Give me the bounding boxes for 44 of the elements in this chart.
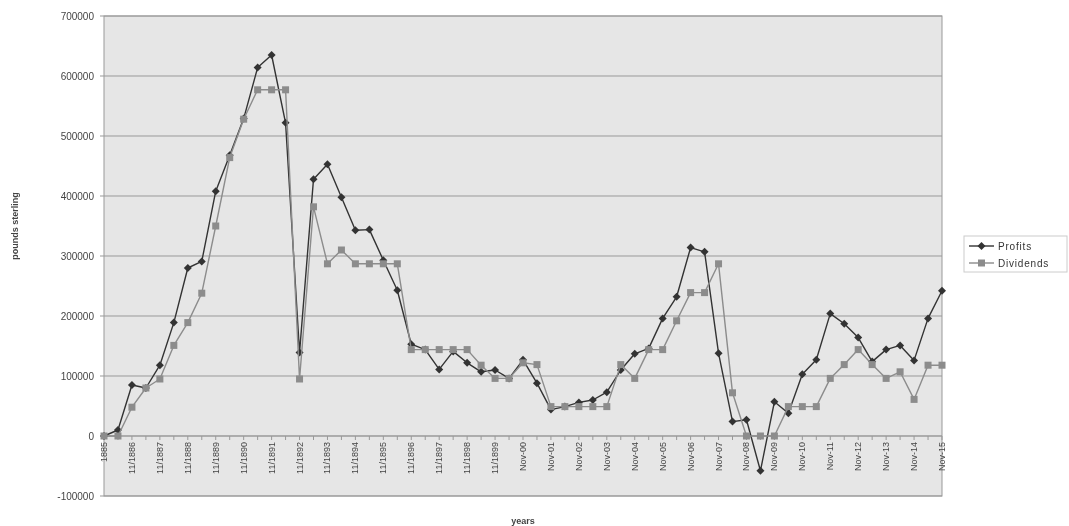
- x-axis-title: years: [511, 516, 535, 526]
- x-tick-label: 11/1888: [182, 442, 193, 474]
- x-tick-label: Nov-04: [629, 442, 640, 472]
- x-tick-label: Nov-14: [909, 442, 920, 472]
- x-tick-label: 11/1887: [154, 442, 165, 474]
- y-tick-label: 500000: [60, 130, 95, 142]
- x-tick-label: Nov-03: [601, 442, 612, 472]
- y-tick-label: 200000: [60, 310, 95, 322]
- x-tick-label: Nov-09: [769, 442, 780, 472]
- x-tick-label: Nov-13: [881, 442, 892, 472]
- x-tick-label: 11/1897: [434, 442, 445, 474]
- y-tick-label: 100000: [60, 370, 95, 382]
- x-tick-label: 11/1895: [378, 442, 389, 474]
- y-tick-label: 300000: [60, 250, 95, 262]
- x-tick-label: Nov-05: [657, 442, 668, 472]
- y-tick-label: 700000: [60, 10, 95, 22]
- x-tick-label: Nov-00: [518, 442, 528, 472]
- x-tick-label: 11/1894: [350, 442, 361, 474]
- x-tick-label: 11/1891: [266, 442, 277, 474]
- legend-label: Dividends: [998, 258, 1050, 269]
- legend-label: Profits: [998, 241, 1032, 252]
- x-tick-label: Nov-07: [713, 442, 724, 472]
- y-tick-label: 0: [88, 430, 95, 442]
- y-tick-label: 400000: [60, 190, 95, 202]
- x-tick-label: Nov-01: [545, 442, 556, 472]
- x-tick-label: 11/1892: [294, 442, 305, 474]
- x-tick-label: 1885: [99, 442, 109, 463]
- x-tick-label: 11/1899: [490, 442, 501, 474]
- x-tick-label: Nov-08: [741, 442, 752, 472]
- x-tick-label: Nov-15: [937, 442, 947, 472]
- x-tick-label: 11/1893: [322, 442, 333, 474]
- y-axis-title: pounds sterling: [10, 192, 20, 260]
- x-tick-label: Nov-06: [685, 442, 696, 472]
- x-tick-label: Nov-02: [573, 442, 584, 472]
- x-tick-label: 11/1889: [210, 442, 221, 474]
- x-tick-label: 11/1890: [238, 442, 249, 474]
- x-tick-label: 11/1898: [462, 442, 473, 474]
- x-tick-label: Nov-12: [853, 442, 864, 472]
- y-tick-label: 600000: [60, 70, 95, 82]
- x-tick-label: 11/1896: [406, 442, 417, 474]
- x-tick-label: 11/1886: [126, 442, 137, 474]
- x-tick-label: Nov-10: [797, 442, 808, 472]
- y-tick-label: -100000: [57, 490, 95, 502]
- x-tick-label: Nov-11: [825, 442, 836, 471]
